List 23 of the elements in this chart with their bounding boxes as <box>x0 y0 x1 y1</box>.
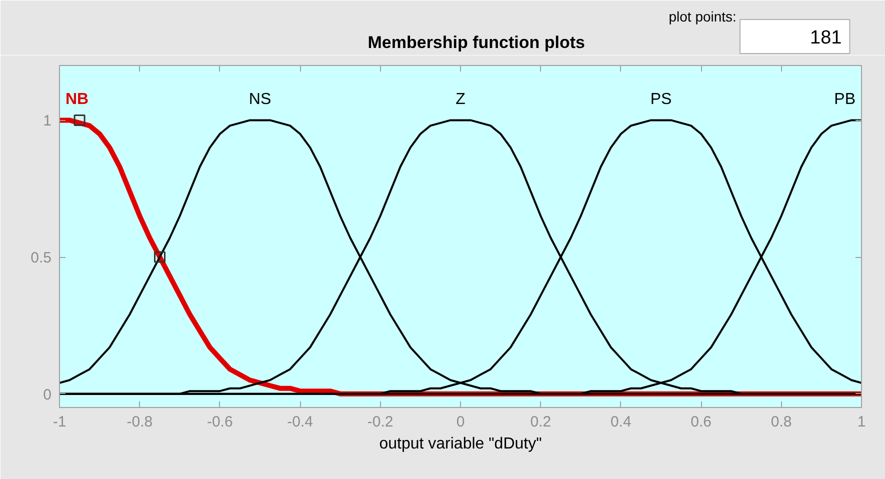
series-label: PB <box>834 91 856 108</box>
x-tick-label: 0.4 <box>610 414 632 430</box>
series-label: NB <box>66 91 89 108</box>
x-tick-label: 0.8 <box>770 414 792 430</box>
y-tick-label: 1 <box>43 112 52 130</box>
x-tick-label: 0.6 <box>690 414 712 430</box>
y-tick-label: 0 <box>43 386 52 404</box>
x-tick-label: -0.8 <box>126 414 153 430</box>
x-axis-title: output variable "dDuty" <box>379 436 542 452</box>
text: 181 <box>810 28 842 48</box>
x-tick-label: 0 <box>456 414 465 430</box>
x-tick-label: 0.2 <box>530 414 552 430</box>
y-tick-label: 0.5 <box>30 250 52 267</box>
x-tick-label: -1 <box>52 414 66 430</box>
x-tick-label: 1 <box>857 414 866 430</box>
x-tick-label: -0.2 <box>367 414 394 430</box>
x-tick-label: -0.6 <box>206 414 233 430</box>
series-label: Z <box>456 91 466 108</box>
chart-title: Membership function plots <box>368 33 585 52</box>
x-tick-label: -0.4 <box>287 414 314 430</box>
series-label: PS <box>650 91 672 108</box>
text: plot points: <box>668 8 736 24</box>
series-label: NS <box>248 91 272 108</box>
